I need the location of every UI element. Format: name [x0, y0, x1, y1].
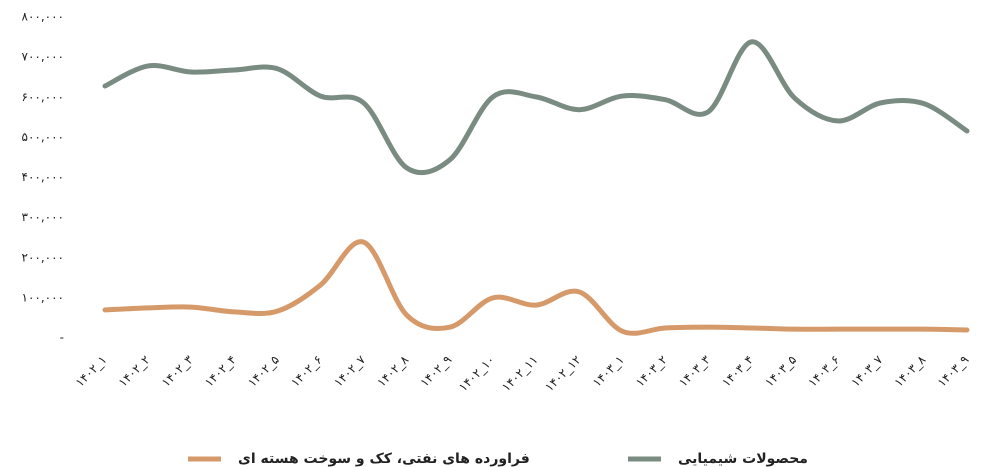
- x-tick-label: ۱۴۰۳_۲: [633, 353, 670, 390]
- x-tick-label: ۱۴۰۳_۷: [848, 352, 885, 389]
- y-tick-label: ۳۰۰,۰۰۰: [22, 210, 65, 224]
- y-tick-label: ۲۰۰,۰۰۰: [22, 250, 65, 264]
- x-tick-label: ۱۴۰۲_۶: [288, 353, 325, 390]
- x-tick-label: ۱۴۰۲_۹: [417, 353, 454, 390]
- x-tick-label: ۱۴۰۳_۴: [719, 353, 756, 390]
- x-tick-label: ۱۴۰۲_۱۱: [499, 353, 540, 394]
- x-tick-label: ۱۴۰۲_۵: [245, 353, 282, 390]
- x-tick-label: ۱۴۰۳_۸: [892, 352, 929, 389]
- y-tick-label: ۵۰۰,۰۰۰: [22, 130, 65, 144]
- x-tick-label: ۱۴۰۳_۵: [762, 353, 799, 390]
- y-tick-label: ۴۰۰,۰۰۰: [22, 170, 65, 184]
- y-tick-label: ۶۰۰,۰۰۰: [22, 90, 65, 104]
- x-tick-label: ۱۴۰۲_۷: [331, 352, 368, 389]
- x-tick-label: ۱۴۰۲_۱: [73, 353, 110, 390]
- legend-label: محصولات شیمیایی: [678, 451, 808, 467]
- x-tick-label: ۱۴۰۲_۲: [116, 353, 153, 390]
- y-tick-label: ۷۰۰,۰۰۰: [22, 50, 65, 64]
- x-tick-label: ۱۴۰۲_۸: [374, 352, 411, 389]
- legend-label: فراورده های نفتی، کک و سوخت هسته ای: [238, 451, 530, 467]
- line-series: [102, 239, 970, 336]
- x-tick-label: ۱۴۰۳_۶: [805, 353, 842, 390]
- x-tick-label: ۱۴۰۳_۳: [676, 352, 713, 389]
- y-tick-label: ۸۰۰,۰۰۰: [22, 10, 65, 24]
- y-tick-label: -: [60, 331, 64, 345]
- y-tick-label: ۱۰۰,۰۰۰: [22, 290, 65, 304]
- x-tick-label: ۱۴۰۲_۳: [159, 352, 196, 389]
- x-tick-label: ۱۴۰۲_۴: [202, 353, 239, 390]
- x-tick-label: ۱۴۰۲_۱۰: [456, 353, 497, 394]
- line-series: [102, 39, 970, 176]
- x-tick-label: ۱۴۰۲_۱۲: [542, 353, 583, 394]
- x-tick-label: ۱۴۰۳_۱: [590, 353, 627, 390]
- x-tick-label: ۱۴۰۳_۹: [935, 353, 972, 390]
